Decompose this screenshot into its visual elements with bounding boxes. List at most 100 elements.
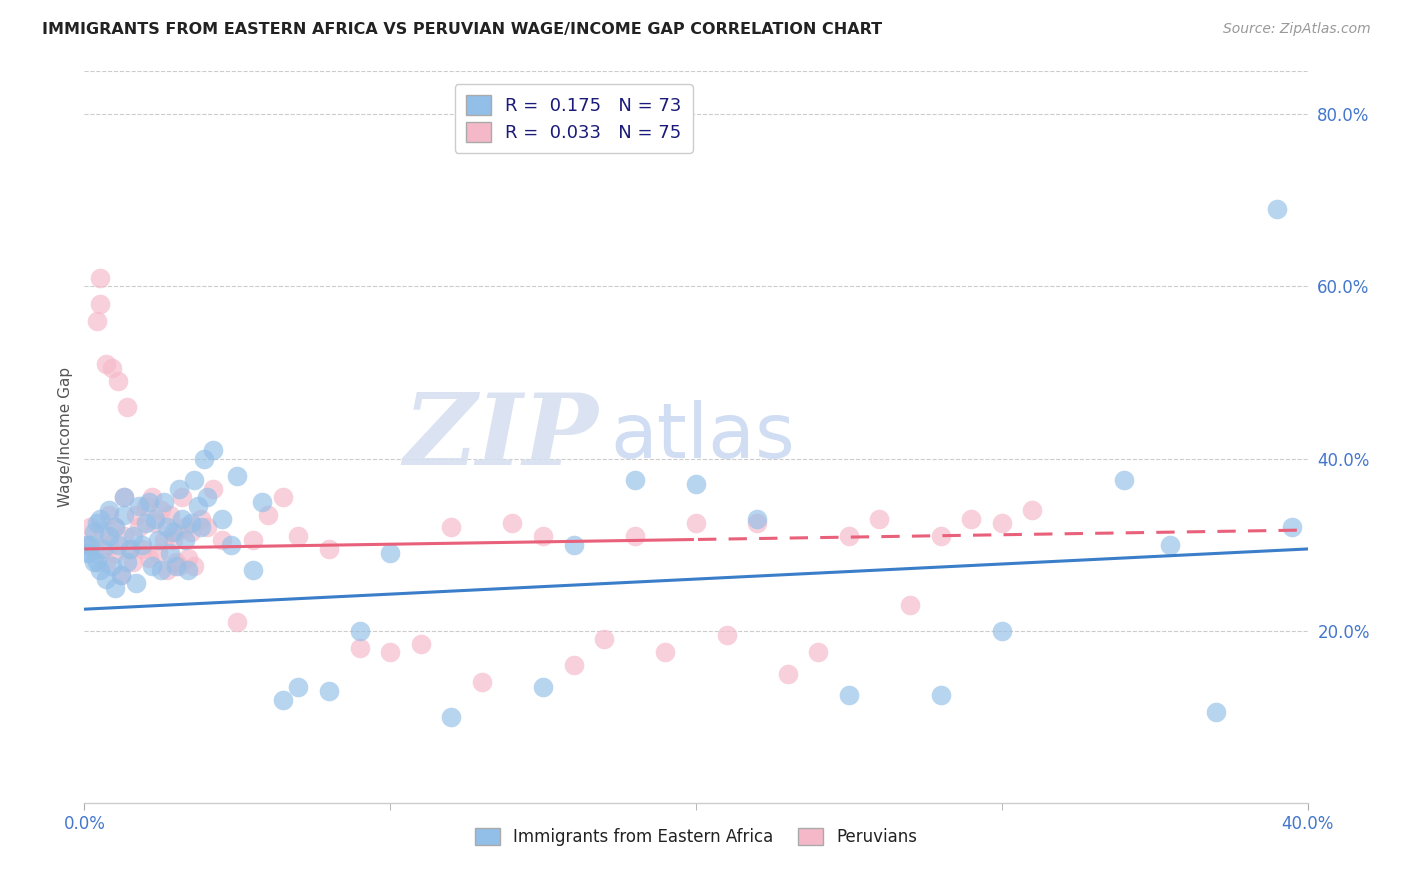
Point — [201, 442, 224, 457]
Point — [624, 529, 647, 543]
Point — [159, 546, 181, 560]
Point — [149, 503, 172, 517]
Point — [89, 271, 111, 285]
Point — [685, 516, 707, 530]
Point — [172, 512, 194, 526]
Point — [97, 503, 120, 517]
Point — [193, 451, 215, 466]
Point — [86, 555, 108, 569]
Point — [86, 516, 108, 530]
Point — [593, 632, 616, 647]
Point — [83, 541, 105, 556]
Point — [143, 516, 166, 530]
Point — [104, 546, 127, 560]
Point — [79, 546, 101, 560]
Point — [226, 468, 249, 483]
Point — [177, 564, 200, 578]
Point — [128, 520, 150, 534]
Point — [153, 533, 176, 548]
Point — [89, 564, 111, 578]
Point — [716, 628, 738, 642]
Point — [146, 533, 169, 548]
Point — [190, 512, 212, 526]
Point — [380, 645, 402, 659]
Point — [79, 538, 101, 552]
Point — [165, 555, 187, 569]
Point — [1021, 503, 1043, 517]
Point — [138, 550, 160, 565]
Point — [104, 520, 127, 534]
Point — [162, 524, 184, 539]
Point — [838, 688, 860, 702]
Point — [624, 473, 647, 487]
Point — [991, 624, 1014, 638]
Point — [174, 533, 197, 548]
Point — [531, 529, 554, 543]
Point — [318, 684, 340, 698]
Point — [1205, 706, 1227, 720]
Point — [562, 538, 585, 552]
Point — [76, 538, 98, 552]
Point — [531, 680, 554, 694]
Point — [91, 524, 114, 539]
Point — [409, 637, 432, 651]
Point — [115, 400, 138, 414]
Point — [257, 508, 280, 522]
Point — [250, 494, 273, 508]
Point — [287, 680, 309, 694]
Point — [165, 559, 187, 574]
Point — [89, 296, 111, 310]
Point — [149, 564, 172, 578]
Point — [838, 529, 860, 543]
Point — [776, 666, 799, 681]
Point — [180, 516, 202, 530]
Point — [94, 572, 117, 586]
Point — [112, 491, 135, 505]
Point — [190, 520, 212, 534]
Point — [104, 520, 127, 534]
Text: IMMIGRANTS FROM EASTERN AFRICA VS PERUVIAN WAGE/INCOME GAP CORRELATION CHART: IMMIGRANTS FROM EASTERN AFRICA VS PERUVI… — [42, 22, 883, 37]
Point — [86, 314, 108, 328]
Point — [165, 524, 187, 539]
Point — [807, 645, 830, 659]
Point — [159, 508, 181, 522]
Point — [195, 491, 218, 505]
Point — [929, 688, 952, 702]
Point — [172, 491, 194, 505]
Point — [183, 559, 205, 574]
Point — [131, 541, 153, 556]
Point — [349, 640, 371, 655]
Point — [128, 499, 150, 513]
Point — [287, 529, 309, 543]
Point — [183, 473, 205, 487]
Point — [960, 512, 983, 526]
Point — [156, 564, 179, 578]
Point — [76, 538, 98, 552]
Point — [120, 541, 142, 556]
Point — [271, 491, 294, 505]
Point — [89, 512, 111, 526]
Point — [135, 516, 157, 530]
Point — [219, 538, 242, 552]
Point — [76, 546, 98, 560]
Point — [101, 361, 124, 376]
Point — [1159, 538, 1181, 552]
Point — [94, 357, 117, 371]
Point — [211, 512, 233, 526]
Point — [380, 546, 402, 560]
Point — [138, 494, 160, 508]
Point — [869, 512, 891, 526]
Point — [1265, 202, 1288, 216]
Point — [104, 581, 127, 595]
Point — [79, 520, 101, 534]
Point — [167, 559, 190, 574]
Point — [101, 559, 124, 574]
Point — [122, 529, 145, 543]
Point — [226, 615, 249, 629]
Point — [112, 491, 135, 505]
Point — [115, 555, 138, 569]
Text: Source: ZipAtlas.com: Source: ZipAtlas.com — [1223, 22, 1371, 37]
Point — [242, 533, 264, 548]
Point — [131, 538, 153, 552]
Point — [146, 546, 169, 560]
